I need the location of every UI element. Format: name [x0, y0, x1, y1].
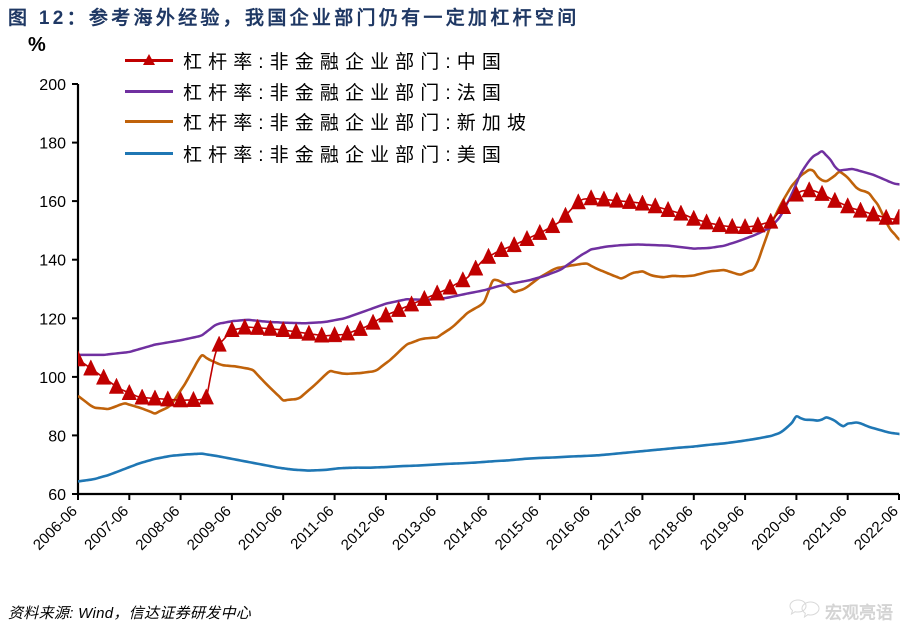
svg-text:2019-06: 2019-06: [697, 503, 748, 554]
svg-text:2008-06: 2008-06: [132, 503, 183, 554]
svg-text:140: 140: [39, 253, 66, 270]
svg-text:160: 160: [39, 194, 66, 211]
svg-text:2009-06: 2009-06: [184, 503, 235, 554]
svg-text:120: 120: [39, 311, 66, 328]
svg-text:2014-06: 2014-06: [440, 503, 491, 554]
svg-text:2015-06: 2015-06: [492, 503, 543, 554]
svg-text:2007-06: 2007-06: [81, 503, 132, 554]
svg-text:100: 100: [39, 370, 66, 387]
svg-text:200: 200: [39, 77, 66, 94]
svg-text:2017-06: 2017-06: [594, 503, 645, 554]
svg-text:2013-06: 2013-06: [389, 503, 440, 554]
svg-text:2010-06: 2010-06: [235, 503, 286, 554]
svg-text:2006-06: 2006-06: [30, 503, 81, 554]
svg-text:2011-06: 2011-06: [287, 503, 337, 553]
svg-text:2020-06: 2020-06: [748, 503, 799, 554]
svg-text:2016-06: 2016-06: [543, 503, 594, 554]
svg-text:60: 60: [48, 487, 66, 504]
svg-text:80: 80: [48, 428, 66, 445]
svg-text:2012-06: 2012-06: [338, 503, 389, 554]
svg-text:2018-06: 2018-06: [646, 503, 697, 554]
svg-text:180: 180: [39, 136, 66, 153]
svg-text:2021-06: 2021-06: [800, 503, 851, 554]
svg-text:2022-06: 2022-06: [851, 503, 902, 554]
